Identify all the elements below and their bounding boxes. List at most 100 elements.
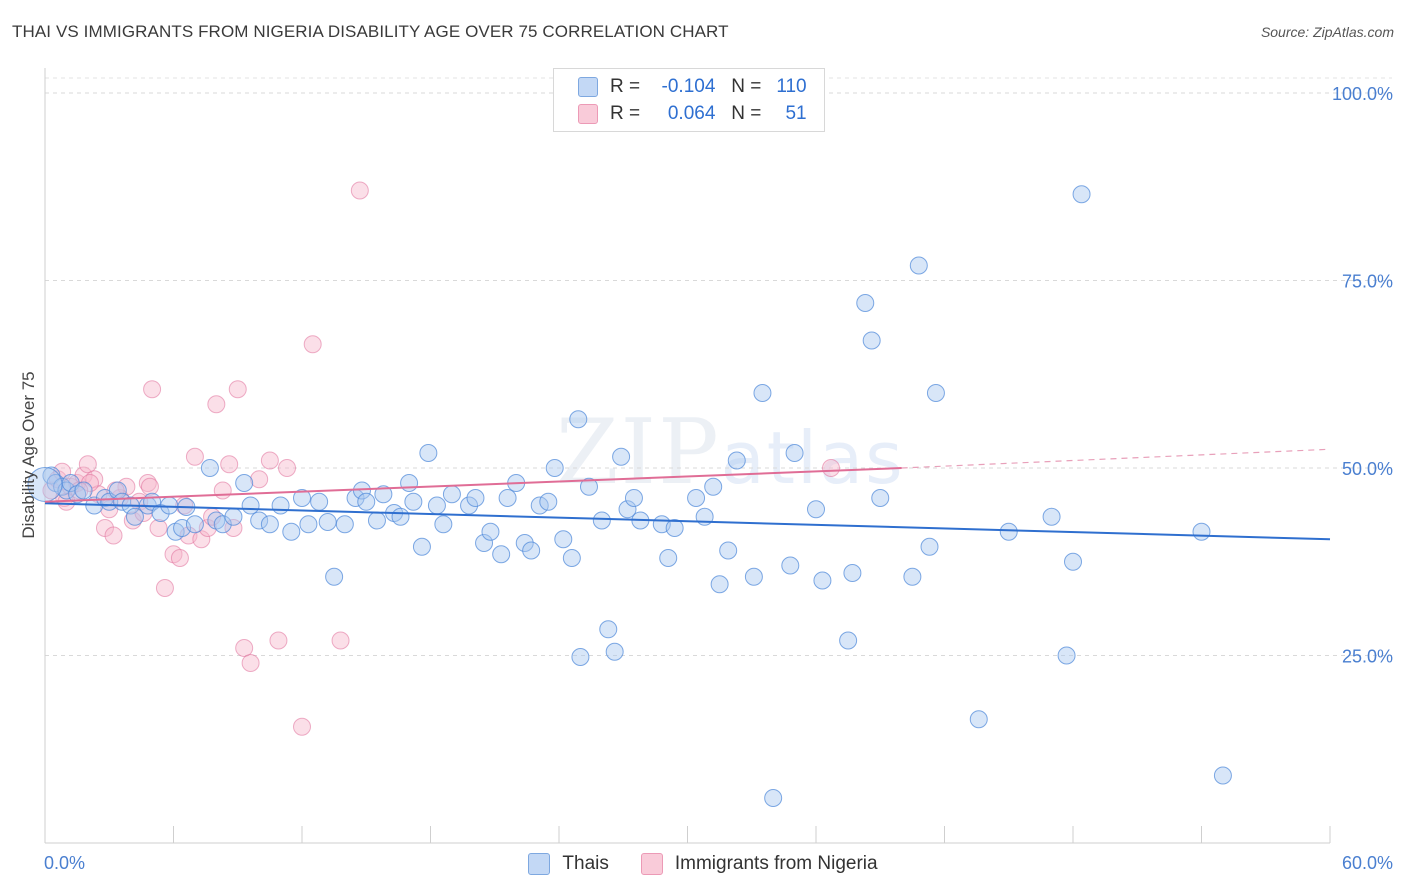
- thais-point: [599, 620, 618, 639]
- thais-point: [856, 294, 875, 312]
- y-tick-label: 75.0%: [1342, 272, 1393, 292]
- thais-point: [310, 492, 329, 511]
- thais-point: [562, 549, 581, 567]
- thais-point: [412, 537, 431, 556]
- thais-point: [522, 541, 541, 560]
- nigeria-point: [143, 380, 162, 399]
- legend-row-thais: R = -0.104 N = 110: [578, 74, 807, 100]
- x-tick-label: 60.0%: [1342, 853, 1393, 873]
- thais-point: [1057, 646, 1076, 665]
- nigeria-point: [104, 526, 123, 545]
- thais-point: [475, 534, 494, 552]
- thais-point: [434, 515, 453, 534]
- thais-point: [744, 567, 763, 586]
- nigeria-point: [192, 530, 211, 549]
- thais-swatch: [528, 853, 551, 875]
- nigeria-point: [303, 335, 322, 354]
- thais-point: [969, 710, 988, 729]
- thais-point: [727, 451, 746, 470]
- legend-n-value: 110: [776, 76, 807, 97]
- thais-point: [605, 642, 624, 661]
- thais-point: [764, 789, 783, 807]
- thais-point: [427, 496, 446, 515]
- thais-point: [224, 507, 243, 526]
- thais-point: [1072, 185, 1091, 204]
- nigeria-point: [293, 717, 311, 736]
- thais-point: [1064, 552, 1082, 571]
- legend-swatch-thais: [578, 77, 598, 97]
- x-tick-label: 0.0%: [44, 853, 85, 873]
- legend-n-label: N =: [731, 76, 762, 97]
- nigeria-trend-extension: [901, 448, 1331, 469]
- legend-row-nigeria: R = 0.064 N = 51: [578, 101, 807, 127]
- nigeria-point: [250, 470, 269, 489]
- thais-point: [357, 492, 376, 511]
- thais-trend-line: [44, 502, 1331, 541]
- thais-point: [862, 331, 881, 350]
- y-tick-label: 100.0%: [1332, 84, 1393, 104]
- legend-n-value: 51: [785, 103, 807, 124]
- axis-labels: 25.0% 50.0% 75.0% 100.0% 0.0% 60.0% Disability…: [19, 84, 1393, 873]
- thais-point: [293, 489, 311, 507]
- thais-point: [999, 522, 1018, 541]
- thais-point: [419, 444, 438, 462]
- thais-point: [871, 489, 890, 507]
- thais-point: [318, 513, 337, 531]
- thais-point: [391, 507, 410, 526]
- nigeria-point: [278, 459, 297, 477]
- nigeria-point: [228, 380, 247, 399]
- thais-point: [710, 575, 729, 594]
- thais-point: [753, 384, 772, 402]
- nigeria-point: [185, 447, 204, 466]
- nigeria-label: Immigrants from Nigeria: [674, 853, 878, 874]
- axes: [44, 68, 1331, 844]
- grid-lines: [45, 77, 1392, 656]
- nigeria-point: [220, 455, 239, 474]
- thais-point: [592, 511, 611, 530]
- legend-swatch-nigeria: [578, 104, 598, 124]
- thais-point: [271, 496, 290, 515]
- nigeria-point: [155, 579, 174, 597]
- nigeria-point: [170, 549, 189, 567]
- nigeria-point: [241, 654, 260, 672]
- thais-point: [335, 515, 354, 534]
- thais-point: [282, 522, 301, 541]
- thais-point: [404, 492, 423, 511]
- thais-point: [571, 648, 590, 666]
- thais-point: [241, 496, 260, 515]
- thais-point: [200, 459, 219, 477]
- thais-point: [1213, 766, 1232, 785]
- thais-point: [618, 500, 637, 519]
- legend-r-label: R =: [610, 103, 641, 124]
- watermark-zip: ZIP: [556, 400, 721, 505]
- thais-point: [325, 567, 344, 586]
- thais-point: [235, 474, 254, 492]
- thais-point: [185, 515, 204, 534]
- thais-point: [460, 496, 479, 515]
- thais-point: [612, 447, 631, 466]
- legend-item-thais[interactable]: Thais: [528, 853, 609, 875]
- legend-item-nigeria[interactable]: Immigrants from Nigeria: [640, 853, 878, 875]
- watermark: ZIPatlas: [556, 400, 905, 505]
- nigeria-point: [213, 481, 232, 500]
- y-tick-label: 50.0%: [1342, 459, 1393, 479]
- thais-label: Thais: [562, 853, 609, 874]
- thais-point: [74, 481, 93, 500]
- thais-point: [926, 384, 945, 402]
- thais-point: [665, 519, 684, 537]
- thais-point: [687, 489, 706, 507]
- chart-title: THAI VS IMMIGRANTS FROM NIGERIA DISABILI…: [12, 22, 729, 41]
- thais-point: [903, 567, 922, 586]
- thais-point: [539, 492, 558, 511]
- thais-point: [400, 474, 419, 492]
- thais-point: [579, 477, 598, 496]
- thais-point: [807, 500, 825, 519]
- nigeria-point: [235, 639, 254, 657]
- nigeria-point: [117, 477, 136, 496]
- y-tick-label: 25.0%: [1342, 647, 1393, 667]
- thais-point: [545, 459, 564, 477]
- thais-point: [843, 564, 862, 582]
- thais-point: [813, 571, 832, 590]
- thais-point: [704, 477, 723, 496]
- series-legend: Thais Immigrants from Nigeria: [0, 852, 1406, 876]
